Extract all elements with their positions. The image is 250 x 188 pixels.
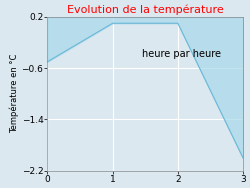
Text: heure par heure: heure par heure (142, 49, 221, 59)
Y-axis label: Température en °C: Température en °C (9, 54, 19, 133)
Title: Evolution de la température: Evolution de la température (67, 4, 224, 15)
